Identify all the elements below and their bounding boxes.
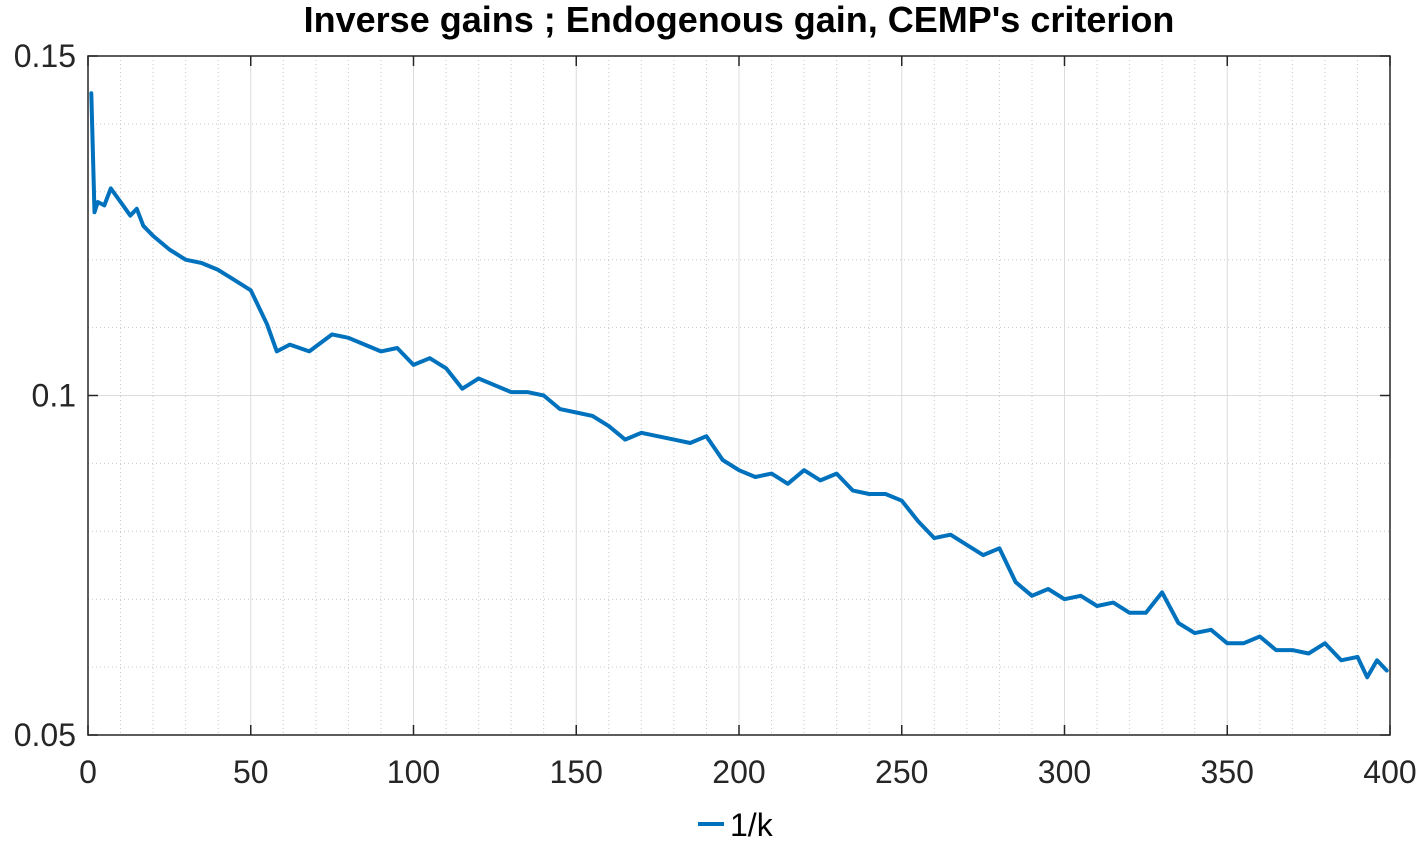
y-axis-tick-labels: 0.05 0.1 0.15 bbox=[14, 38, 76, 753]
x-tick-label: 0 bbox=[79, 754, 97, 790]
x-tick-label: 350 bbox=[1201, 754, 1254, 790]
x-tick-label: 50 bbox=[233, 754, 269, 790]
series-line-1 bbox=[89, 91, 1389, 680]
x-tick-label: 300 bbox=[1038, 754, 1091, 790]
series-layer bbox=[89, 91, 1389, 680]
chart-title: Inverse gains ; Endogenous gain, CEMP's … bbox=[304, 0, 1175, 40]
major-grid bbox=[88, 56, 1390, 735]
legend: 1/k bbox=[698, 807, 774, 841]
x-tick-label: 400 bbox=[1363, 754, 1416, 790]
x-tick-label: 200 bbox=[712, 754, 765, 790]
y-tick-label: 0.15 bbox=[14, 38, 76, 74]
minor-grid bbox=[88, 56, 1390, 735]
x-axis-tick-labels: 0 50 100 150 200 250 300 350 400 bbox=[79, 754, 1417, 790]
x-tick-label: 150 bbox=[550, 754, 603, 790]
x-tick-label: 100 bbox=[387, 754, 440, 790]
y-tick-label: 0.05 bbox=[14, 717, 76, 753]
y-tick-label: 0.1 bbox=[32, 378, 76, 414]
axis-ticks bbox=[87, 55, 1391, 736]
x-tick-label: 250 bbox=[875, 754, 928, 790]
legend-label-1-k: 1/k bbox=[730, 807, 774, 841]
